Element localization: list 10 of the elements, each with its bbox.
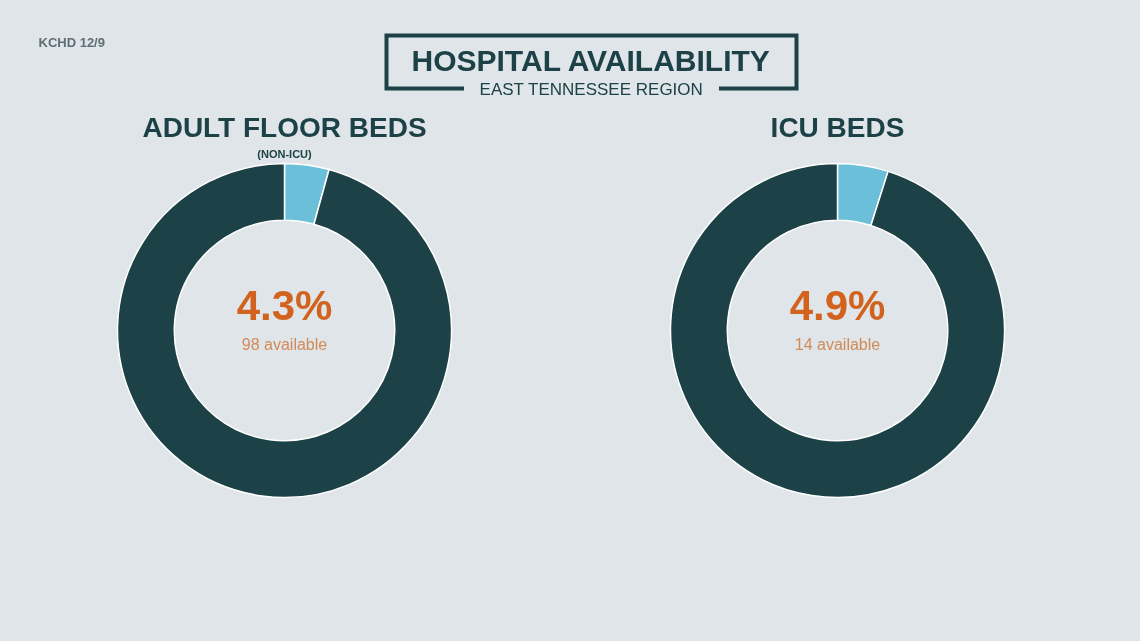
- text: 98 available: [241, 336, 328, 353]
- data-label: 4.3%: [236, 282, 333, 329]
- chart-subtitle: (NON-ICU): [257, 147, 313, 160]
- chart-title: ICU BEDS: [770, 112, 905, 143]
- data-label: 4.9%: [789, 282, 886, 329]
- chart-title: ADULT FLOOR BEDS: [142, 112, 427, 143]
- text: KCHD 12/9: [38, 35, 105, 50]
- text: 14 available: [794, 336, 881, 353]
- text: HOSPITAL AVAILABILITY: [411, 44, 770, 77]
- text: EAST TENNESSEE REGION: [479, 80, 703, 99]
